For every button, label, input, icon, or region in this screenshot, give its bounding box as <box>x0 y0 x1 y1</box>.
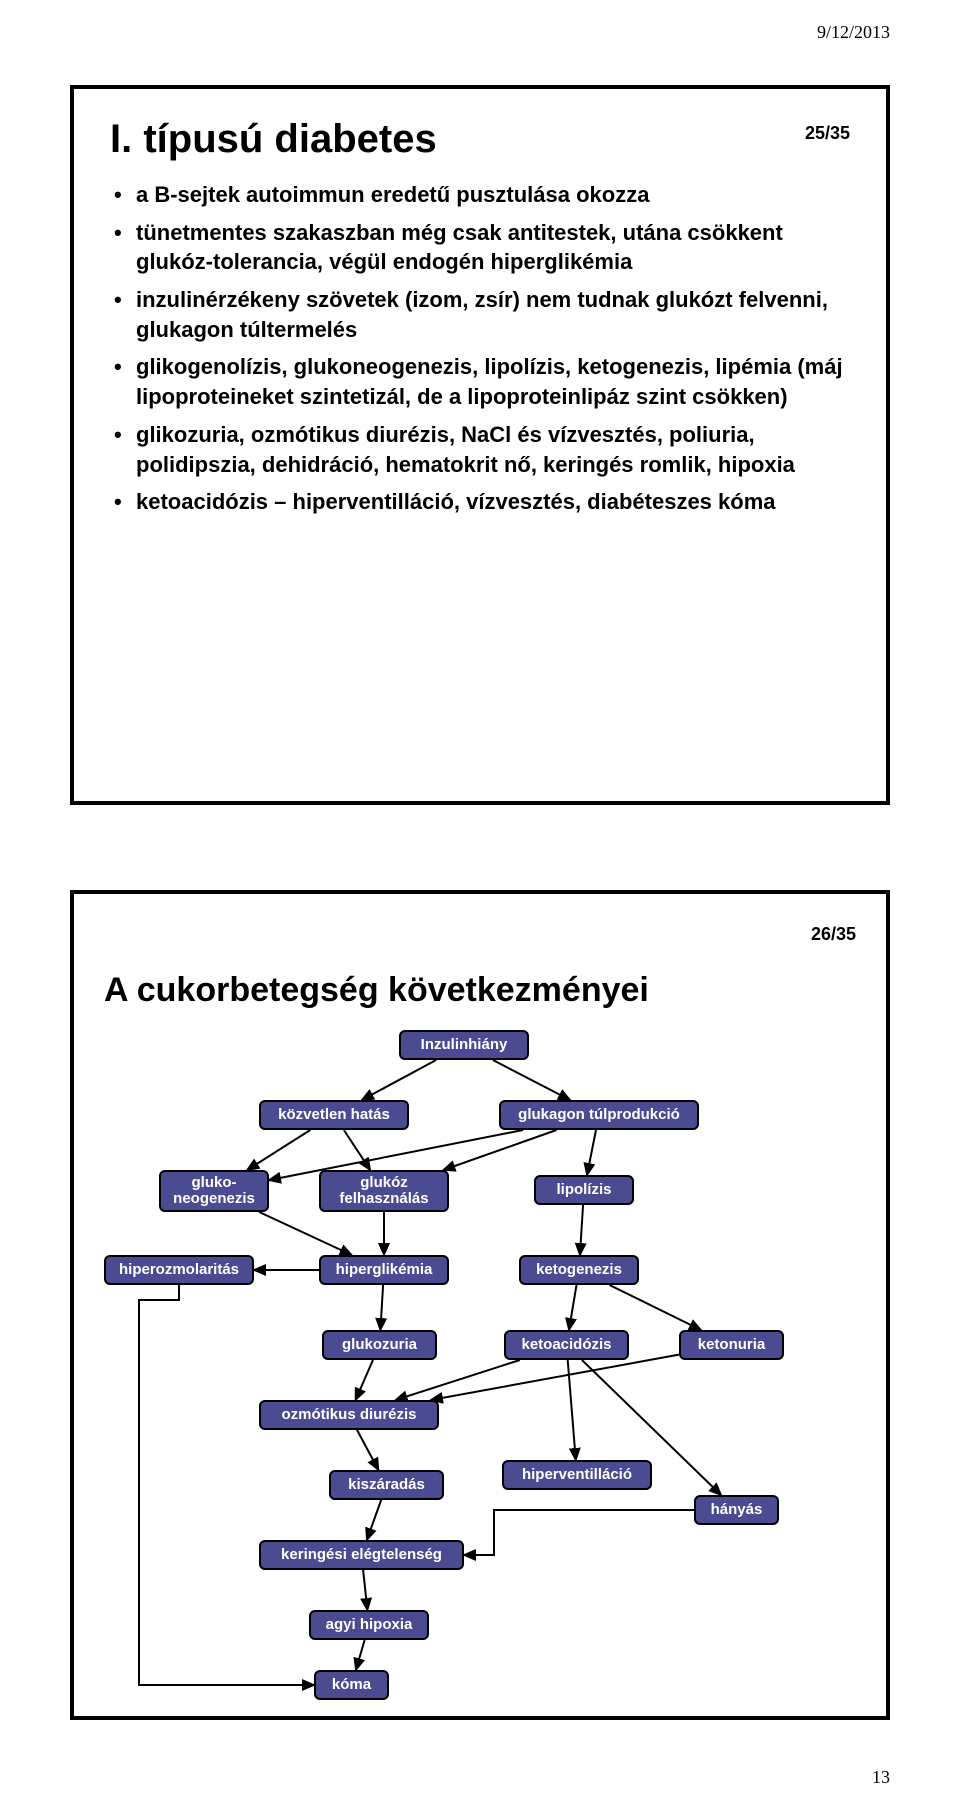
slide-2: 26/35 A cukorbetegség következményei Inz… <box>70 890 890 1720</box>
bullet-item: glikozuria, ozmótikus diurézis, NaCl és … <box>110 420 850 479</box>
bullet-item: ketoacidózis – hiperventilláció, vízvesz… <box>110 487 850 517</box>
flowchart-arrows <box>104 1020 864 1710</box>
bullet-item: tünetmentes szakaszban még csak antitest… <box>110 218 850 277</box>
slide-2-counter: 26/35 <box>811 924 856 945</box>
flow-node-agyihipoxia: agyi hipoxia <box>309 1610 429 1640</box>
flow-node-hiperozm: hiperozmolaritás <box>104 1255 254 1285</box>
slide-2-title: A cukorbetegség következményei <box>104 971 856 1010</box>
slide-1-bullets: a B-sejtek autoimmun eredetű pusztulása … <box>110 180 850 517</box>
flow-node-ozmdiur: ozmótikus diurézis <box>259 1400 439 1430</box>
flow-node-glukozfel: glukóz felhasználás <box>319 1170 449 1212</box>
flow-node-ketoacid: ketoacidózis <box>504 1330 629 1360</box>
bullet-item: glikogenolízis, glukoneogenezis, lipolíz… <box>110 352 850 411</box>
flow-node-kozvetlen: közvetlen hatás <box>259 1100 409 1130</box>
flow-node-glukagon: glukagon túlprodukció <box>499 1100 699 1130</box>
flow-node-glukoneo: gluko- neogenezis <box>159 1170 269 1212</box>
bullet-item: a B-sejtek autoimmun eredetű pusztulása … <box>110 180 850 210</box>
flow-node-koma: kóma <box>314 1670 389 1700</box>
flow-node-hipervent: hiperventilláció <box>502 1460 652 1490</box>
flow-node-kiszaradas: kiszáradás <box>329 1470 444 1500</box>
flow-node-inzulinhiany: Inzulinhiány <box>399 1030 529 1060</box>
flow-node-ketogen: ketogenezis <box>519 1255 639 1285</box>
header-date: 9/12/2013 <box>817 22 890 43</box>
slide-1-counter: 25/35 <box>805 123 850 144</box>
slide-1-title: I. típusú diabetes <box>110 117 437 162</box>
bullet-item: inzulinérzékeny szövetek (izom, zsír) ne… <box>110 285 850 344</box>
slide-2-header: 26/35 <box>104 918 856 945</box>
page-number: 13 <box>872 1767 890 1788</box>
flow-node-glukozuria: glukozuria <box>322 1330 437 1360</box>
slide-1: I. típusú diabetes 25/35 a B-sejtek auto… <box>70 85 890 805</box>
flow-node-hipergli: hiperglikémia <box>319 1255 449 1285</box>
slide-1-header: I. típusú diabetes 25/35 <box>110 117 850 162</box>
flow-node-keringesi: keringési elégtelenség <box>259 1540 464 1570</box>
flowchart: Inzulinhiány közvetlen hatás glukagon túlp… <box>104 1020 864 1710</box>
flow-node-ketonuria: ketonuria <box>679 1330 784 1360</box>
flow-node-hanyas: hányás <box>694 1495 779 1525</box>
flow-node-lipolizis: lipolízis <box>534 1175 634 1205</box>
